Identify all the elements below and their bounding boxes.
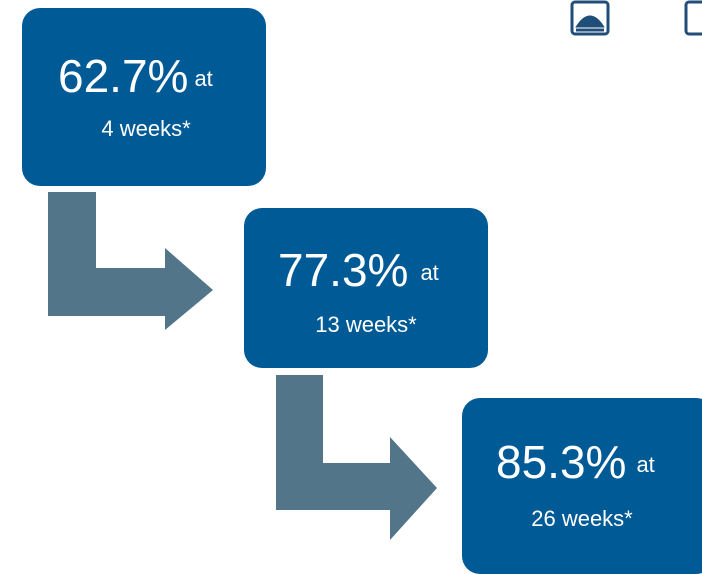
arrow xyxy=(276,375,437,540)
step-period: 4 weeks* xyxy=(101,116,191,141)
step-value: 77.3% at xyxy=(278,244,439,296)
connector: at xyxy=(420,260,438,285)
step-period: 26 weeks* xyxy=(531,506,633,531)
arrow xyxy=(48,192,213,330)
step-box xyxy=(22,8,266,186)
step-period: 13 weeks* xyxy=(315,312,417,337)
step-value: 62.7% at xyxy=(58,50,213,102)
step-box xyxy=(244,208,488,368)
step-box xyxy=(462,398,702,574)
value: 85.3% xyxy=(496,436,626,488)
connector: at xyxy=(194,66,212,91)
step-value: 85.3% at xyxy=(496,436,655,488)
value: 62.7% xyxy=(58,50,188,102)
connector: at xyxy=(636,452,654,477)
value: 77.3% xyxy=(278,244,408,296)
logo-icon xyxy=(570,0,702,36)
